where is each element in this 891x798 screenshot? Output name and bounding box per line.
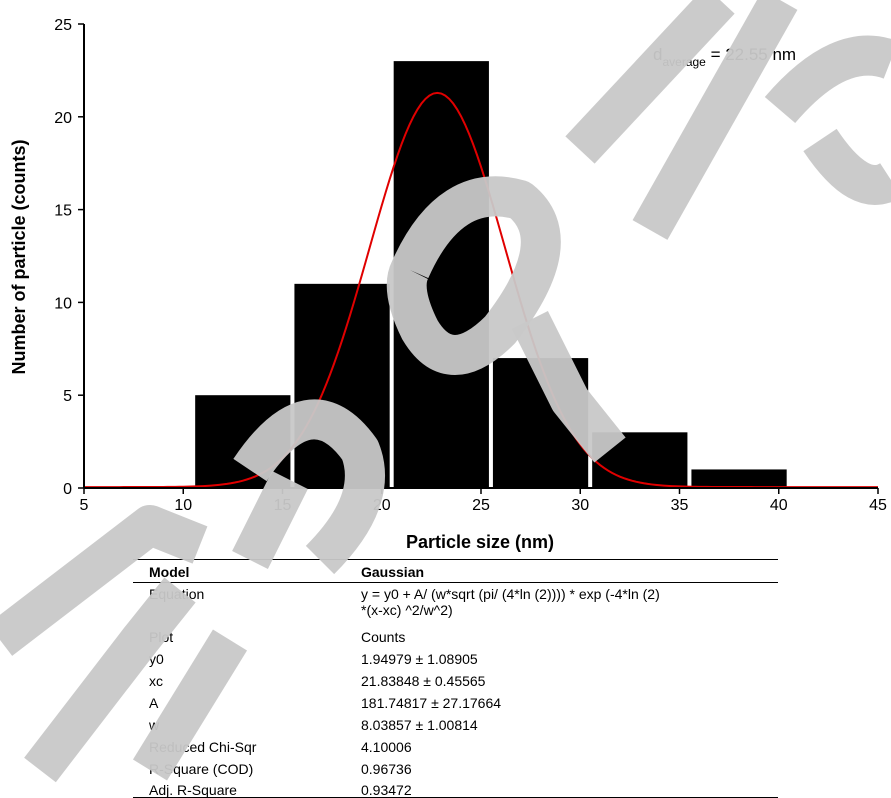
row-label: Adj. R-Square — [149, 782, 237, 798]
histogram-bar — [294, 283, 390, 488]
row-label: Equation — [149, 586, 205, 602]
model-header-label: Model — [149, 564, 190, 580]
x-tick-label: 45 — [869, 497, 887, 514]
histogram-bar — [592, 432, 688, 488]
y-tick-label: 25 — [54, 17, 72, 34]
row-label: A — [149, 695, 159, 711]
row-label: Reduced Chi-Sqr — [149, 739, 257, 755]
row-value: 181.74817 ± 27.17664 — [361, 695, 502, 711]
bars-group — [195, 61, 787, 489]
x-tick-label: 25 — [472, 497, 490, 514]
y-tick-label: 0 — [63, 481, 72, 498]
x-tick-label: 35 — [671, 497, 689, 514]
y-axis-label: Number of particle (counts) — [9, 139, 29, 374]
x-tick-label: 10 — [174, 497, 192, 514]
x-tick-label: 30 — [571, 497, 589, 514]
histogram-bar — [691, 469, 787, 488]
x-tick-label: 5 — [80, 497, 89, 514]
row-value: 21.83848 ± 0.45565 — [361, 673, 486, 689]
table-header-rule — [133, 582, 778, 583]
row-label: R-Square (COD) — [149, 761, 254, 777]
row-label: Plot — [149, 629, 174, 645]
average-diameter-annotation: daverage = 22.55 nm — [653, 45, 796, 69]
row-value: 4.10006 — [361, 739, 412, 755]
annotation-suffix: = 22.55 nm — [706, 45, 796, 64]
y-tick-label: 20 — [54, 110, 72, 127]
row-value: 1.94979 ± 1.08905 — [361, 651, 478, 667]
row-value: 8.03857 ± 1.00814 — [361, 717, 478, 733]
y-tick-label: 10 — [54, 295, 72, 312]
row-value: 0.96736 — [361, 761, 412, 777]
y-tick-label: 5 — [63, 388, 72, 405]
model-header-value: Gaussian — [361, 564, 425, 580]
x-tick-label: 40 — [770, 497, 788, 514]
x-tick-label: 20 — [373, 497, 391, 514]
row-value: y = y0 + A/ (w*sqrt (pi/ (4*ln (2)))) * … — [361, 586, 660, 602]
row-value-continued: *(x-xc) ^2/w^2) — [361, 602, 453, 618]
histogram-bar — [492, 358, 589, 488]
x-axis-label: Particle size (nm) — [406, 532, 554, 552]
row-value: Counts — [361, 629, 406, 645]
y-tick-label: 15 — [54, 203, 72, 220]
row-value: 0.93472 — [361, 782, 412, 798]
table-top-rule — [133, 559, 778, 560]
histogram-bar — [393, 61, 489, 489]
annotation-prefix: d — [653, 45, 662, 64]
row-label: y0 — [149, 651, 164, 667]
row-label: xc — [149, 673, 163, 689]
histogram-bar — [195, 395, 291, 488]
row-label: w — [149, 717, 160, 733]
x-tick-label: 15 — [274, 497, 292, 514]
annotation-subscript: average — [662, 55, 706, 69]
